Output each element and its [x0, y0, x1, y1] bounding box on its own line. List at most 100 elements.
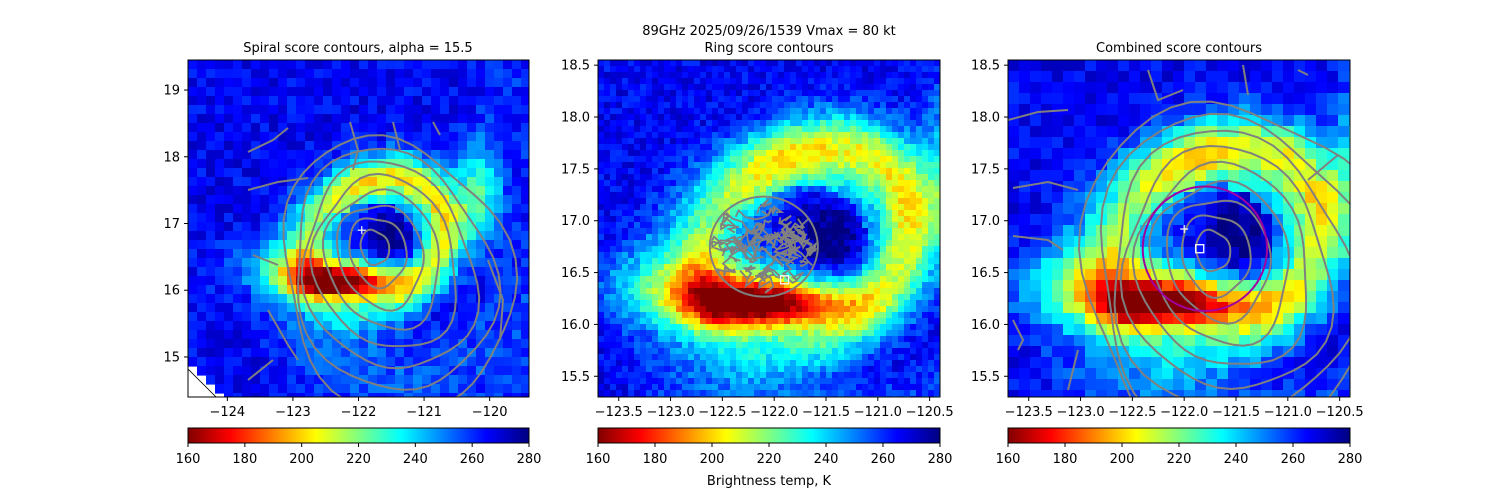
heatmap-cell	[862, 330, 869, 337]
heatmap-cell	[868, 162, 875, 169]
heatmap-cell	[724, 390, 731, 397]
heatmap-cell	[736, 120, 743, 127]
heatmap-cell	[476, 384, 486, 394]
heatmap-cell	[652, 348, 659, 355]
heatmap-cell	[916, 168, 923, 175]
heatmap-cell	[820, 360, 827, 367]
heatmap-cell	[224, 267, 234, 277]
heatmap-cell	[242, 123, 252, 133]
heatmap-cell	[634, 156, 641, 163]
heatmap-cell	[904, 378, 911, 385]
heatmap-cell	[664, 90, 671, 97]
heatmap-cell	[215, 348, 225, 358]
heatmap-cell	[664, 300, 671, 307]
heatmap-cell	[251, 357, 261, 367]
heatmap-cell	[440, 393, 450, 397]
heatmap-cell	[359, 141, 369, 151]
heatmap-cell	[772, 138, 779, 145]
heatmap-cell	[622, 276, 629, 283]
heatmap-cell	[305, 393, 315, 397]
heatmap-cell	[431, 114, 441, 124]
heatmap-cell	[251, 276, 261, 286]
y-tick-label: 17.5	[561, 162, 590, 177]
heatmap-cell	[838, 108, 845, 115]
heatmap-cell	[1294, 93, 1306, 105]
heatmap-cell	[868, 144, 875, 151]
heatmap-cell	[790, 180, 797, 187]
heatmap-cell	[413, 132, 423, 142]
heatmap-cell	[503, 384, 513, 394]
panel-combined: Combined score contours −123.5 −123.0 −122…	[971, 41, 1364, 467]
heatmap-cell	[652, 276, 659, 283]
heatmap-cell	[616, 192, 623, 199]
heatmap-cell	[910, 324, 917, 331]
heatmap-cell	[694, 108, 701, 115]
heatmap-cell	[892, 228, 899, 235]
heatmap-cell	[778, 264, 785, 271]
heatmap-cell	[772, 162, 779, 169]
contour-line	[321, 188, 440, 331]
heatmap-cell	[658, 342, 665, 349]
heatmap-cell	[778, 288, 785, 295]
heatmap-cell	[431, 105, 441, 115]
heatmap-cell	[278, 204, 288, 214]
heatmap-cell	[604, 384, 611, 391]
heatmap-cell	[652, 240, 659, 247]
heatmap-cell	[323, 87, 333, 97]
heatmap-cell	[242, 366, 252, 376]
heatmap-cell	[808, 96, 815, 103]
heatmap-cell	[664, 222, 671, 229]
heatmap-cell	[784, 360, 791, 367]
heatmap-cell	[724, 150, 731, 157]
heatmap-cell	[916, 300, 923, 307]
heatmap-cell	[449, 240, 459, 250]
heatmap-cell	[503, 393, 513, 397]
heatmap-cell	[928, 258, 935, 265]
heatmap-cell	[676, 186, 683, 193]
heatmap-cell	[503, 357, 513, 367]
colorbar-tick-label: 280	[928, 452, 953, 467]
heatmap-cell	[634, 120, 641, 127]
heatmap-cell	[826, 378, 833, 385]
heatmap-cell	[862, 186, 869, 193]
heatmap-cell	[278, 258, 288, 268]
heatmap-cell	[760, 366, 767, 373]
heatmap-cell	[485, 348, 495, 358]
heatmap-cell	[215, 303, 225, 313]
heatmap-cell	[610, 372, 617, 379]
heatmap-cell	[712, 60, 719, 67]
heatmap-cell	[458, 384, 468, 394]
heatmap-cell	[736, 360, 743, 367]
heatmap-cell	[278, 285, 288, 295]
heatmap-cell	[640, 180, 647, 187]
heatmap-cell	[820, 270, 827, 277]
heatmap-cell	[904, 306, 911, 313]
heatmap-cell	[796, 114, 803, 121]
heatmap-cell	[760, 132, 767, 139]
heatmap-cell	[868, 60, 875, 67]
heatmap-cell	[598, 372, 605, 379]
heatmap-cell	[898, 144, 905, 151]
heatmap-cell	[305, 177, 315, 187]
heatmap-cell	[736, 156, 743, 163]
heatmap-cell	[640, 60, 647, 67]
contour-line	[252, 254, 279, 266]
heatmap-cell	[778, 222, 785, 229]
heatmap-cell	[736, 102, 743, 109]
contour-line	[710, 235, 723, 250]
heatmap-cell	[1184, 82, 1196, 94]
heatmap-cell	[766, 366, 773, 373]
heatmap-cell	[604, 366, 611, 373]
heatmap-cell	[910, 234, 917, 241]
heatmap-cell	[862, 378, 869, 385]
heatmap-cell	[916, 174, 923, 181]
heatmap-cell	[658, 312, 665, 319]
heatmap-cell	[856, 222, 863, 229]
heatmap-cell	[910, 90, 917, 97]
heatmap-cell	[215, 294, 225, 304]
heatmap-cell	[634, 336, 641, 343]
heatmap-cell	[694, 114, 701, 121]
heatmap-cell	[206, 339, 216, 349]
heatmap-cell	[718, 168, 725, 175]
heatmap-cell	[820, 66, 827, 73]
